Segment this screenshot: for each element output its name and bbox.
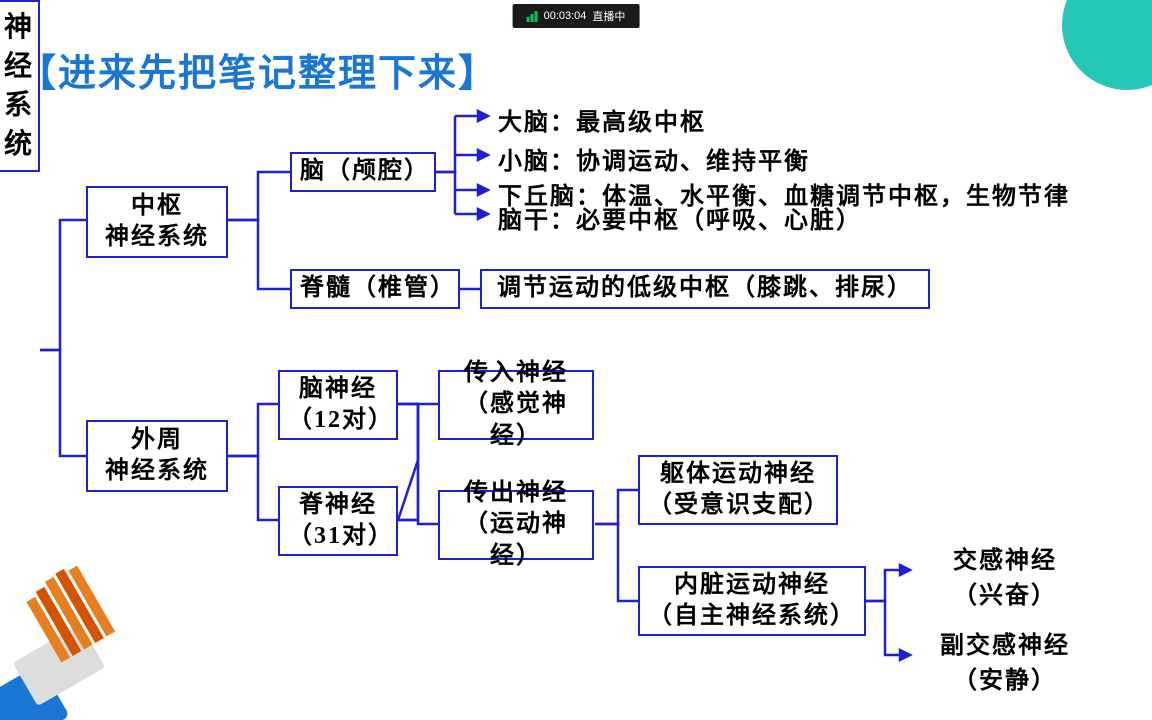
sympathetic-text: 交感神经 （兴奋） bbox=[915, 540, 1095, 610]
root-node: 神 经 系 统 bbox=[0, 0, 40, 172]
signal-icon bbox=[527, 11, 538, 22]
live-status-bar: 00:03:04 直播中 bbox=[513, 4, 640, 28]
parasympathetic-text: 副交感神经 （安静） bbox=[915, 625, 1095, 695]
spinal-nerve-node: 脊神经 （31对） bbox=[278, 486, 398, 556]
peripheral-nervous-system-node: 外周 神经系统 bbox=[86, 420, 228, 492]
efferent-node: 传出神经 （运动神经） bbox=[438, 490, 594, 560]
cerebellum-text: 小脑：协调运动、维持平衡 bbox=[498, 141, 810, 176]
page-title: 【进来先把笔记整理下来】 bbox=[18, 42, 498, 97]
brush-icon bbox=[0, 540, 140, 720]
live-label: 直播中 bbox=[592, 8, 625, 24]
afferent-node: 传入神经 （感觉神经） bbox=[438, 370, 594, 440]
visceral-motor-node: 内脏运动神经 （自主神经系统） bbox=[638, 566, 866, 636]
spinal-cord-node: 脊髓（椎管） bbox=[290, 269, 460, 309]
central-nervous-system-node: 中枢 神经系统 bbox=[86, 186, 228, 258]
spinal-desc-node: 调节运动的低级中枢（膝跳、排尿） bbox=[480, 269, 930, 309]
brainstem-text: 脑干：必要中枢（呼吸、心脏） bbox=[498, 200, 862, 235]
decorative-circle bbox=[1062, 0, 1152, 90]
cranial-nerve-node: 脑神经 （12对） bbox=[278, 370, 398, 440]
cerebrum-text: 大脑：最高级中枢 bbox=[498, 102, 706, 137]
timer-text: 00:03:04 bbox=[544, 10, 587, 22]
brain-node: 脑（颅腔） bbox=[290, 152, 436, 192]
somatic-motor-node: 躯体运动神经 （受意识支配） bbox=[638, 455, 838, 525]
